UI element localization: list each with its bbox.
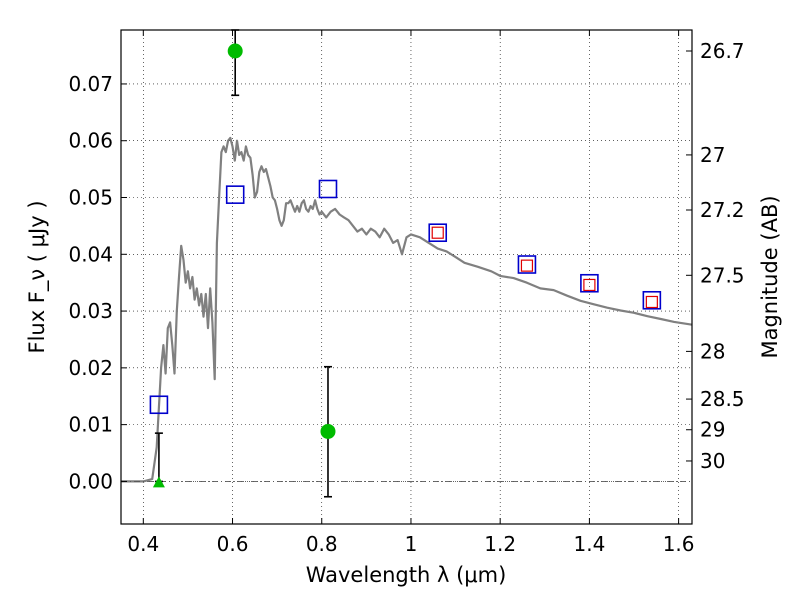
axis-ticks <box>121 30 692 524</box>
magnitude-tick-label: 29 <box>700 418 725 442</box>
model-photometry-square <box>642 290 662 310</box>
y-tick-label: 0.03 <box>68 299 113 323</box>
magnitude-tick-label: 27.5 <box>700 263 745 287</box>
x-tick-label: 1 <box>405 532 418 556</box>
magnitude-tick-label: 27 <box>700 143 725 167</box>
y-axis-label: Flux F_ν ( μJy ) <box>25 200 50 353</box>
model-photometry-square <box>517 255 537 274</box>
x-tick-label: 1.4 <box>573 532 605 556</box>
y-tick-label: 0.07 <box>68 72 113 96</box>
data-markers <box>149 43 662 488</box>
x-tick-label: 1.6 <box>663 532 695 556</box>
y-tick-label: 0.05 <box>68 186 113 210</box>
model-photometry-square <box>580 273 599 293</box>
y-tick-label: 0.02 <box>68 356 113 380</box>
grid-lines <box>121 30 692 524</box>
plot-frame <box>120 29 693 525</box>
observed-ir-square <box>431 226 444 239</box>
optical-detection-point <box>320 423 336 439</box>
y-tick-label: 0.01 <box>68 413 113 437</box>
x-tick-label: 1.2 <box>484 532 516 556</box>
optical-detection-point <box>227 43 243 59</box>
model-photometry-square <box>149 395 169 415</box>
y-tick-label: 0.04 <box>68 242 113 266</box>
axis-tick-labels: 0.4 0.6 0.8 1 1.2 1.4 1.6 0.00 0.01 0.02 0.03 0.04 0… <box>68 39 744 556</box>
magnitude-tick-label: 28.5 <box>700 387 745 411</box>
magnitude-axis-label: Magnitude (AB) <box>758 195 782 358</box>
observed-ir-square <box>520 259 534 272</box>
spectrum-line <box>121 136 693 483</box>
y-tick-label: 0.00 <box>68 469 113 493</box>
model-photometry-square <box>428 223 448 243</box>
magnitude-tick-label: 30 <box>700 449 725 473</box>
observed-ir-square <box>583 278 596 292</box>
error-bars <box>154 29 332 498</box>
magnitude-tick-label: 28 <box>700 339 725 363</box>
observed-ir-square <box>645 295 658 309</box>
upper-limit-triangle <box>152 476 165 488</box>
model-photometry-square <box>318 179 338 199</box>
x-tick-label: 0.6 <box>217 532 249 556</box>
x-axis-label: Wavelength λ (μm) <box>306 563 507 587</box>
magnitude-tick-label: 26.7 <box>700 39 745 63</box>
model-spectrum <box>121 136 693 483</box>
magnitude-tick-label: 27.2 <box>700 198 745 222</box>
x-tick-label: 0.4 <box>127 532 159 556</box>
model-photometry-square <box>225 185 245 204</box>
x-tick-label: 0.8 <box>306 532 338 556</box>
y-tick-label: 0.06 <box>68 129 113 153</box>
